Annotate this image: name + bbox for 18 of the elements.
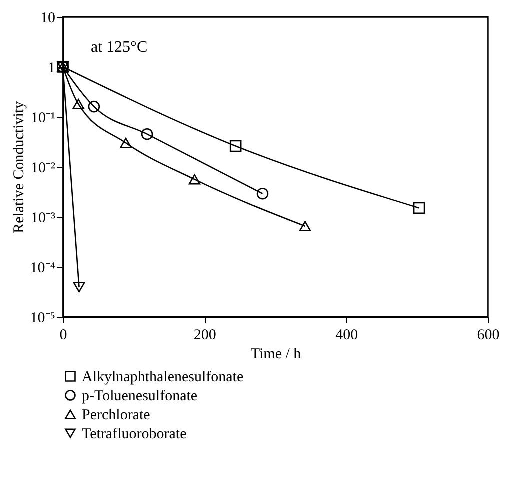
x-tick-label: 400	[336, 328, 358, 344]
x-tick-label: 600	[477, 328, 500, 344]
y-tick-label: 10⁻⁵	[30, 310, 56, 326]
y-tick-label: 1	[48, 60, 56, 76]
y-tick-label: 10⁻⁴	[30, 260, 56, 276]
legend-label: p-Toluenesulfonate	[82, 388, 198, 404]
y-axis-title: Relative Conductivity	[11, 100, 28, 234]
legend-label: Alkylnaphthalenesulfonate	[82, 370, 244, 386]
legend-label: Tetrafluoroborate	[82, 426, 188, 442]
y-tick-label: 10	[40, 10, 56, 26]
legend-label: Perchlorate	[82, 408, 151, 424]
annotation: at 125°C	[91, 39, 148, 56]
y-tick-label: 10⁻³	[31, 210, 56, 226]
x-tick-label: 0	[60, 328, 68, 344]
x-axis-title: Time / h	[250, 346, 302, 362]
x-tick-label: 200	[194, 328, 216, 344]
y-tick-label: 10⁻²	[31, 160, 56, 176]
y-tick-label: 10⁻¹	[31, 110, 56, 126]
